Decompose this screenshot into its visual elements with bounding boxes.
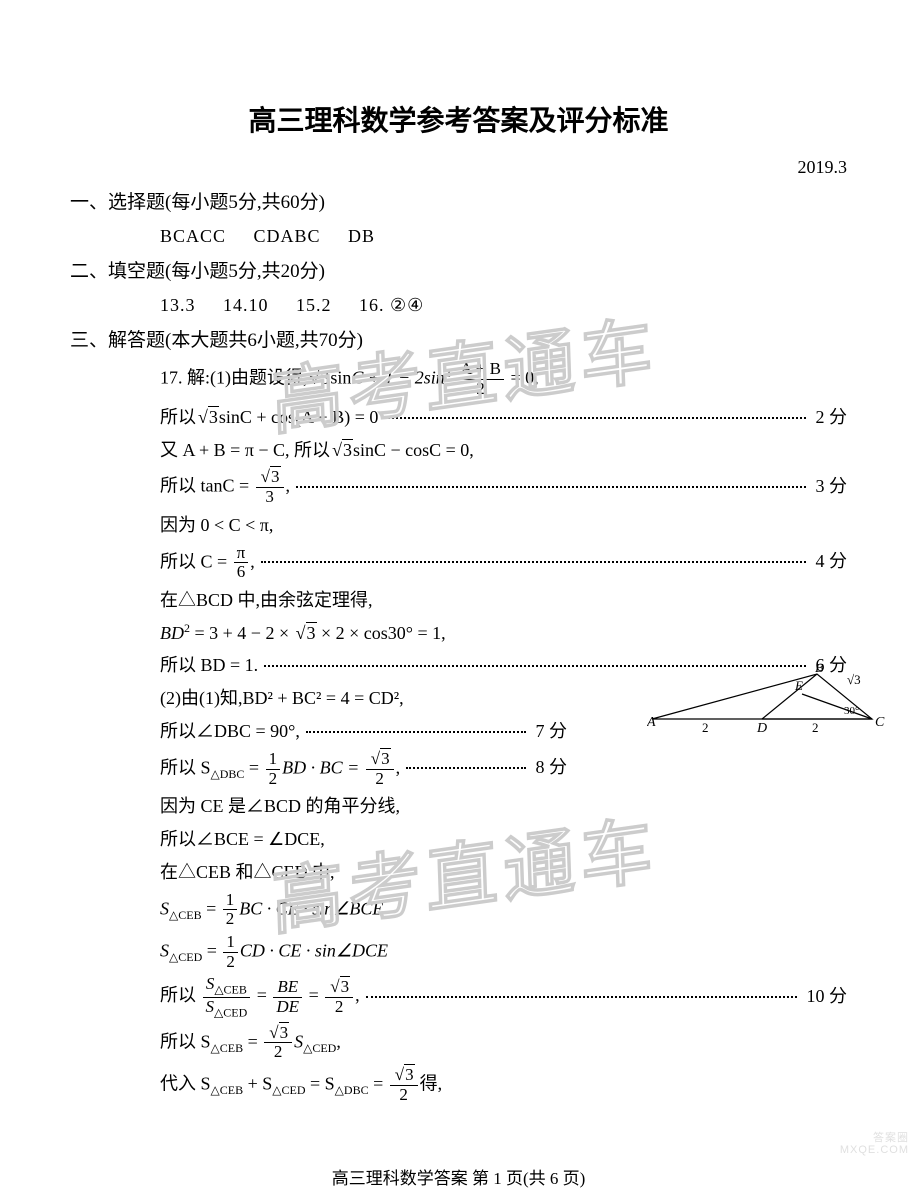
p17-line-17: S△CED = 12CD · CE · sin∠DCE bbox=[70, 933, 847, 971]
mc-group-3: DB bbox=[348, 226, 375, 246]
p17-line-16: S△CEB = 12BC · CE · sin∠BCE bbox=[70, 891, 847, 929]
t: △DBC bbox=[335, 1083, 369, 1097]
t: 所以 BD = 1. bbox=[160, 651, 258, 680]
svg-text:A: A bbox=[647, 715, 656, 730]
svg-text:2: 2 bbox=[812, 720, 819, 734]
section2-header: 二、填空题(每小题5分,共20分) bbox=[70, 257, 847, 287]
t: S bbox=[160, 940, 169, 960]
p17-line-18: 所以 S△CEBS△CED = BEDE = 32, 10 分 bbox=[70, 975, 847, 1019]
p17-line-7: 在△BCD 中,由余弦定理得, bbox=[70, 586, 847, 615]
mc-group-2: CDABC bbox=[254, 226, 321, 246]
t: △CED bbox=[303, 1040, 336, 1054]
p17-line-6: 所以 C = π6, 4 分 bbox=[70, 544, 847, 582]
t: △CED bbox=[169, 950, 202, 964]
svg-text:E: E bbox=[794, 678, 803, 693]
svg-text:C: C bbox=[875, 715, 885, 730]
frac-tanc: 33 bbox=[256, 468, 284, 506]
fill-16: 16. ②④ bbox=[359, 295, 424, 315]
t: △CEB bbox=[169, 908, 202, 922]
t: △CEB bbox=[211, 1083, 244, 1097]
t: △CED bbox=[272, 1083, 305, 1097]
sqrt-icon: 3 bbox=[308, 364, 331, 393]
section1-header: 一、选择题(每小题5分,共60分) bbox=[70, 188, 847, 218]
t: 所以∠DBC = 90°, bbox=[160, 717, 300, 746]
t: S bbox=[294, 1031, 303, 1051]
svg-text:30°: 30° bbox=[844, 705, 859, 717]
sqrt-icon: 3 bbox=[330, 436, 353, 465]
dotted-leader bbox=[406, 767, 525, 769]
p17-line-2: 所以3sinC + cos(A + B) = 0 2 分 bbox=[70, 403, 847, 432]
p17-line-4: 所以 tanC = 33, 3 分 bbox=[70, 468, 847, 506]
t: CD · CE · sin∠DCE bbox=[240, 940, 388, 960]
svg-text:B: B bbox=[815, 664, 824, 676]
t: sinC − cosC = 0, bbox=[353, 440, 474, 460]
t: S bbox=[160, 898, 169, 918]
t: 所以 bbox=[160, 407, 196, 427]
frac-ab2: A + B2 bbox=[457, 360, 504, 398]
t: △DBC bbox=[211, 767, 245, 781]
dotted-leader bbox=[261, 561, 806, 563]
p17-line-3: 又 A + B = π − C, 所以3sinC − cosC = 0, bbox=[70, 436, 847, 465]
t: BD · BC = bbox=[282, 757, 364, 777]
p17-line-15: 在△CEB 和△CED 中, bbox=[70, 858, 847, 887]
t: sin bbox=[330, 368, 351, 388]
t: BC · CE · sin∠BCE bbox=[239, 898, 383, 918]
t: 代入 S bbox=[160, 1073, 211, 1093]
corner-watermark: 答案圈 MXQE.COM bbox=[840, 1132, 909, 1156]
score-4: 4 分 bbox=[812, 547, 848, 576]
section3-header: 三、解答题(本大题共6小题,共70分) bbox=[70, 326, 847, 356]
svg-text:√3: √3 bbox=[847, 672, 861, 687]
svg-text:D: D bbox=[756, 721, 767, 734]
t: 得, bbox=[420, 1073, 443, 1093]
t: 所以 S bbox=[160, 757, 211, 777]
t: 所以 bbox=[160, 986, 196, 1006]
corner-wm-2: MXQE.COM bbox=[840, 1144, 909, 1156]
svg-text:2: 2 bbox=[702, 720, 709, 734]
p17-line-14: 所以∠BCE = ∠DCE, bbox=[70, 825, 847, 854]
dotted-leader bbox=[366, 996, 797, 998]
p17-l1-pre: 17. 解:(1)由题设得, bbox=[160, 368, 308, 388]
t: = S bbox=[306, 1073, 335, 1093]
t: = 0, bbox=[506, 368, 539, 388]
dotted-leader bbox=[306, 731, 526, 733]
sqrt-icon: 3 bbox=[196, 403, 219, 432]
score-8: 8 分 bbox=[532, 753, 568, 782]
mc-group-1: BCACC bbox=[160, 226, 226, 246]
fill-14: 14.10 bbox=[223, 295, 269, 315]
t: C + 1 − 2sin bbox=[351, 368, 444, 388]
triangle-diagram: A B C D E 2 2 √3 30° bbox=[647, 664, 887, 734]
frac-c: π6 bbox=[234, 544, 249, 582]
t: 又 A + B = π − C, 所以 bbox=[160, 440, 330, 460]
p17-line-20: 代入 S△CEB + S△CED = S△DBC = 32得, bbox=[70, 1066, 847, 1104]
page-title: 高三理科数学参考答案及评分标准 bbox=[70, 100, 847, 145]
fill-15: 15.2 bbox=[296, 295, 332, 315]
fill-13: 13.3 bbox=[160, 295, 196, 315]
score-2: 2 分 bbox=[812, 403, 848, 432]
mc-answers: BCACC CDABC DB bbox=[70, 222, 847, 251]
p17-line-1: 17. 解:(1)由题设得,3sinC + 1 − 2sin2 A + B2 =… bbox=[70, 360, 847, 398]
t: 所以 tanC = bbox=[160, 476, 254, 496]
t: + S bbox=[243, 1073, 272, 1093]
p17-line-19: 所以 S△CEB = 32S△CED, bbox=[70, 1024, 847, 1062]
date-label: 2019.3 bbox=[70, 153, 847, 182]
score-10: 10 分 bbox=[803, 982, 848, 1011]
fill-answers: 13.3 14.10 15.2 16. ②④ bbox=[70, 291, 847, 320]
t: 所以 S bbox=[160, 1031, 211, 1051]
page-footer: 高三理科数学答案 第 1 页(共 6 页) bbox=[0, 1165, 917, 1192]
t: 所以 C = bbox=[160, 551, 232, 571]
score-3: 3 分 bbox=[812, 472, 848, 501]
dotted-leader bbox=[296, 486, 806, 488]
t: sinC + cos(A + B) = 0 bbox=[219, 407, 378, 427]
corner-wm-1: 答案圈 bbox=[840, 1132, 909, 1144]
t: △CEB bbox=[211, 1040, 244, 1054]
p17-line-8: BD2 = 3 + 4 − 2 × 3 × 2 × cos30° = 1, bbox=[70, 619, 847, 648]
p17-line-12: 所以 S△DBC = 12BD · BC = 32, 8 分 bbox=[70, 750, 847, 788]
p17-line-13: 因为 CE 是∠BCD 的角平分线, bbox=[70, 792, 847, 821]
dotted-leader bbox=[384, 417, 805, 419]
score-7: 7 分 bbox=[532, 717, 568, 746]
p17-line-5: 因为 0 < C < π, bbox=[70, 511, 847, 540]
